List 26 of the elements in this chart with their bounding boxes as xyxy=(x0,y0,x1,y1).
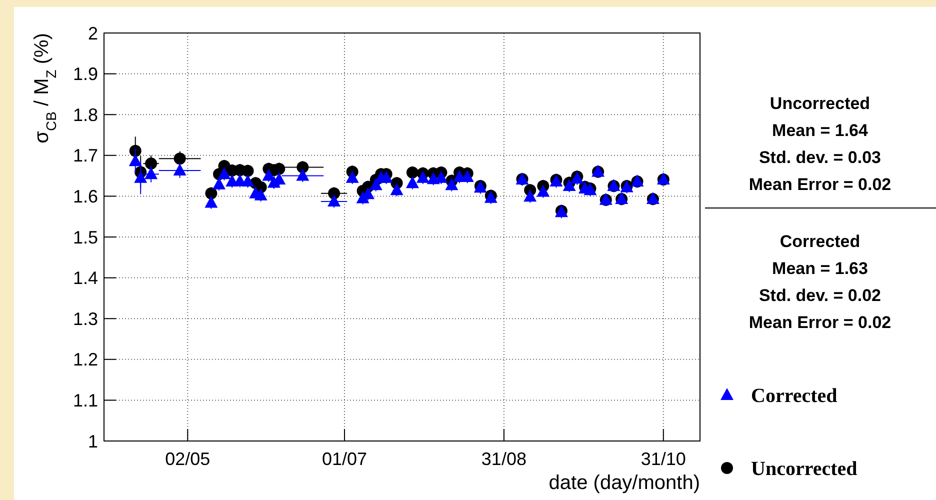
x-tick-label: 01/07 xyxy=(322,449,368,469)
x-tick-label: 31/10 xyxy=(640,449,686,469)
y-tick-label: 1.1 xyxy=(72,390,98,410)
legend-label: Uncorrected xyxy=(751,458,858,480)
text: Mean = 1.63 xyxy=(772,259,868,278)
y-tick-label: 1.8 xyxy=(72,104,98,125)
text: Mean = 1.64 xyxy=(772,121,868,140)
y-tick-label: 1.5 xyxy=(72,227,98,248)
text: Std. dev. = 0.03 xyxy=(758,148,882,167)
text: Std. dev. = 0.02 xyxy=(758,286,882,305)
y-tick-label: 1.7 xyxy=(72,146,98,166)
y-tick-label: 1.6 xyxy=(72,186,98,206)
y-tick-label: 2 xyxy=(88,23,98,44)
legend-label: Corrected xyxy=(751,385,838,407)
y-tick-label: 1 xyxy=(88,431,98,452)
text: Corrected xyxy=(780,232,860,251)
x-tick-label: 02/05 xyxy=(165,449,210,469)
text: Uncorrected xyxy=(770,94,870,113)
y-tick-label: 1.3 xyxy=(72,308,98,329)
y-tick-label: 1.4 xyxy=(72,268,98,288)
y-tick-label: 1.2 xyxy=(72,350,98,370)
text: Mean Error = 0.02 xyxy=(748,313,892,332)
x-axis-title: date (day/month) xyxy=(548,472,700,494)
x-tick-label: 31/08 xyxy=(481,449,526,469)
y-tick-label: 1.9 xyxy=(72,64,98,84)
text: Mean Error = 0.02 xyxy=(748,175,892,194)
